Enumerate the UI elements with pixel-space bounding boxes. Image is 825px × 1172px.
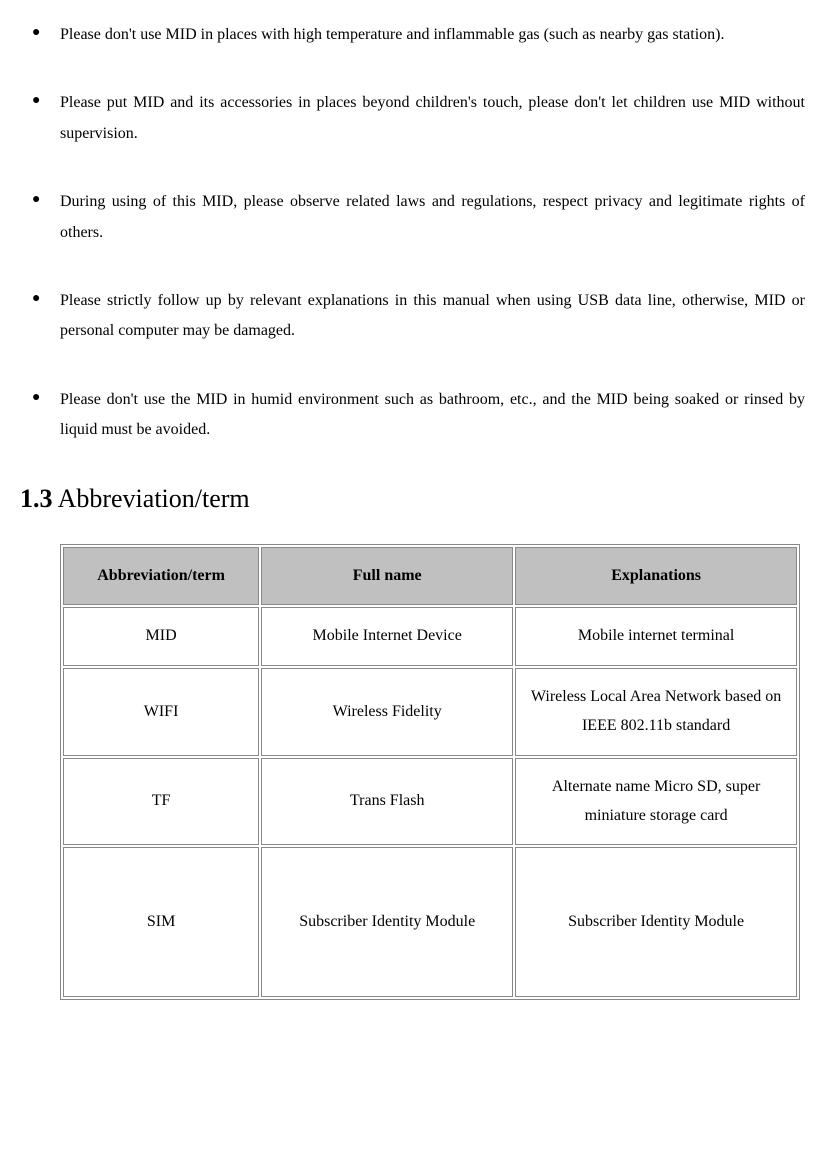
list-item: Please put MID and its accessories in pl… [20,88,805,149]
cell-expl: Subscriber Identity Module [515,847,797,997]
cell-full: Subscriber Identity Module [261,847,513,997]
table-row: WIFI Wireless Fidelity Wireless Local Ar… [63,668,797,756]
cell-expl: Alternate name Micro SD, super miniature… [515,758,797,846]
cell-full: Trans Flash [261,758,513,846]
table-row: TF Trans Flash Alternate name Micro SD, … [63,758,797,846]
table-header-row: Abbreviation/term Full name Explanations [63,547,797,606]
cell-full: Mobile Internet Device [261,607,513,666]
section-number: 1.3 [20,484,53,513]
col-expl: Explanations [515,547,797,606]
list-item: Please don't use the MID in humid enviro… [20,385,805,446]
cell-abbr: MID [63,607,259,666]
col-abbr: Abbreviation/term [63,547,259,606]
warning-list: Please don't use MID in places with high… [20,20,805,446]
cell-expl: Wireless Local Area Network based on IEE… [515,668,797,756]
section-title: Abbreviation/term [58,484,250,513]
cell-abbr: WIFI [63,668,259,756]
cell-abbr: SIM [63,847,259,997]
table-row: SIM Subscriber Identity Module Subscribe… [63,847,797,997]
section-heading: 1.3 Abbreviation/term [20,484,805,514]
col-full: Full name [261,547,513,606]
abbreviation-table: Abbreviation/term Full name Explanations… [60,544,800,1001]
list-item: During using of this MID, please observe… [20,187,805,248]
list-item: Please strictly follow up by relevant ex… [20,286,805,347]
cell-full: Wireless Fidelity [261,668,513,756]
cell-abbr: TF [63,758,259,846]
list-item: Please don't use MID in places with high… [20,20,805,50]
cell-expl: Mobile internet terminal [515,607,797,666]
table-row: MID Mobile Internet Device Mobile intern… [63,607,797,666]
